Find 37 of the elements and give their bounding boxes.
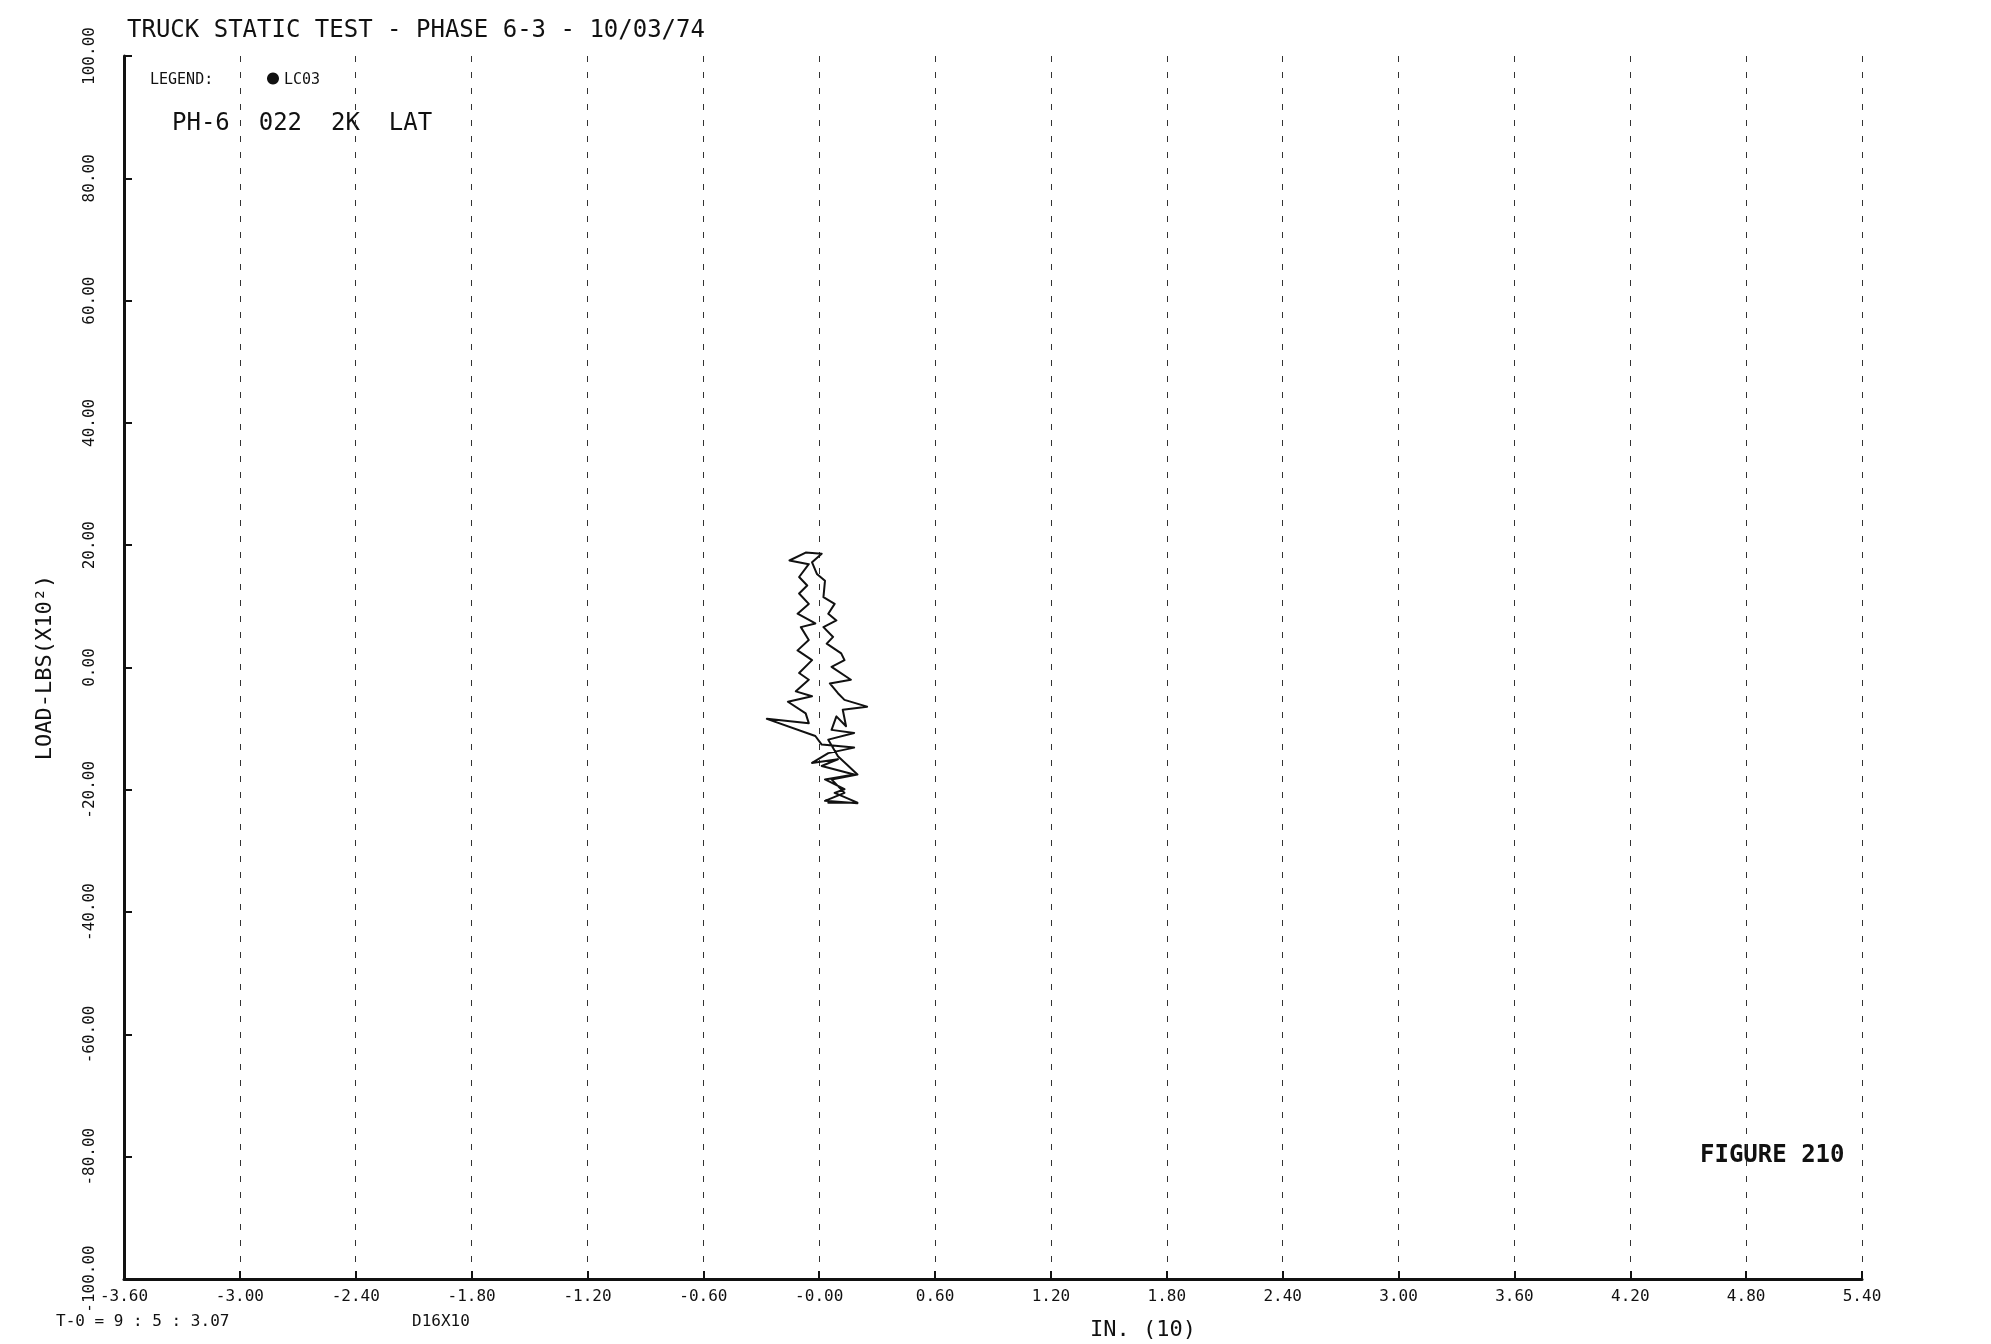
x-tick-label: -1.80 <box>447 1285 496 1305</box>
y-tick-label: -40.00 <box>78 883 98 941</box>
x-tick-label: -0.00 <box>795 1285 844 1305</box>
y-tick-label: 0.00 <box>78 648 98 687</box>
annotation: FIGURE 210 <box>1700 1140 1845 1168</box>
y-axis-title: LOAD-LBS(X10²) <box>30 574 56 761</box>
line-series <box>765 551 869 805</box>
x-axis-title: IN. (10) <box>1090 1315 1196 1341</box>
y-tick-label: 40.00 <box>78 398 98 447</box>
x-tick-label: -3.00 <box>215 1285 264 1305</box>
y-tick-label: -60.00 <box>78 1005 98 1064</box>
y-tick-label: -100.00 <box>78 1245 98 1313</box>
x-tick-label: -2.40 <box>331 1285 380 1305</box>
y-tick-label: -80.00 <box>78 1127 98 1186</box>
legend-label: LC03 <box>284 69 321 88</box>
y-tick-label: 100.00 <box>78 27 98 85</box>
x-tick-label: 3.00 <box>1379 1285 1418 1305</box>
x-tick-label: -1.20 <box>563 1285 612 1305</box>
y-tick-label: 80.00 <box>78 154 98 203</box>
x-tick-label: 1.80 <box>1147 1285 1187 1305</box>
y-tick-label: 60.00 <box>78 276 98 325</box>
legend-title: LEGEND: <box>150 69 214 88</box>
y-tick-label: 20.00 <box>78 521 98 570</box>
x-tick-label: 0.60 <box>915 1285 955 1305</box>
text: PH-6 022 2K LAT <box>172 108 433 136</box>
x-tick-label: 4.80 <box>1726 1285 1766 1305</box>
x-tick-label: 3.60 <box>1495 1285 1534 1305</box>
text: T-0 = 9 : 5 : 3.07 <box>56 1310 230 1330</box>
x-tick-label: 1.20 <box>1031 1285 1071 1305</box>
text: D16X10 <box>412 1310 470 1330</box>
x-tick-label: 2.40 <box>1263 1285 1302 1305</box>
x-tick-label: -0.60 <box>679 1285 728 1305</box>
x-tick-label: 4.20 <box>1611 1285 1650 1305</box>
chart-title: TRUCK STATIC TEST - PHASE 6-3 - 10/03/74 <box>127 15 705 43</box>
y-tick-label: -20.00 <box>78 760 98 819</box>
x-tick-label: -3.60 <box>99 1285 149 1305</box>
x-tick-label: 5.40 <box>1842 1285 1882 1305</box>
